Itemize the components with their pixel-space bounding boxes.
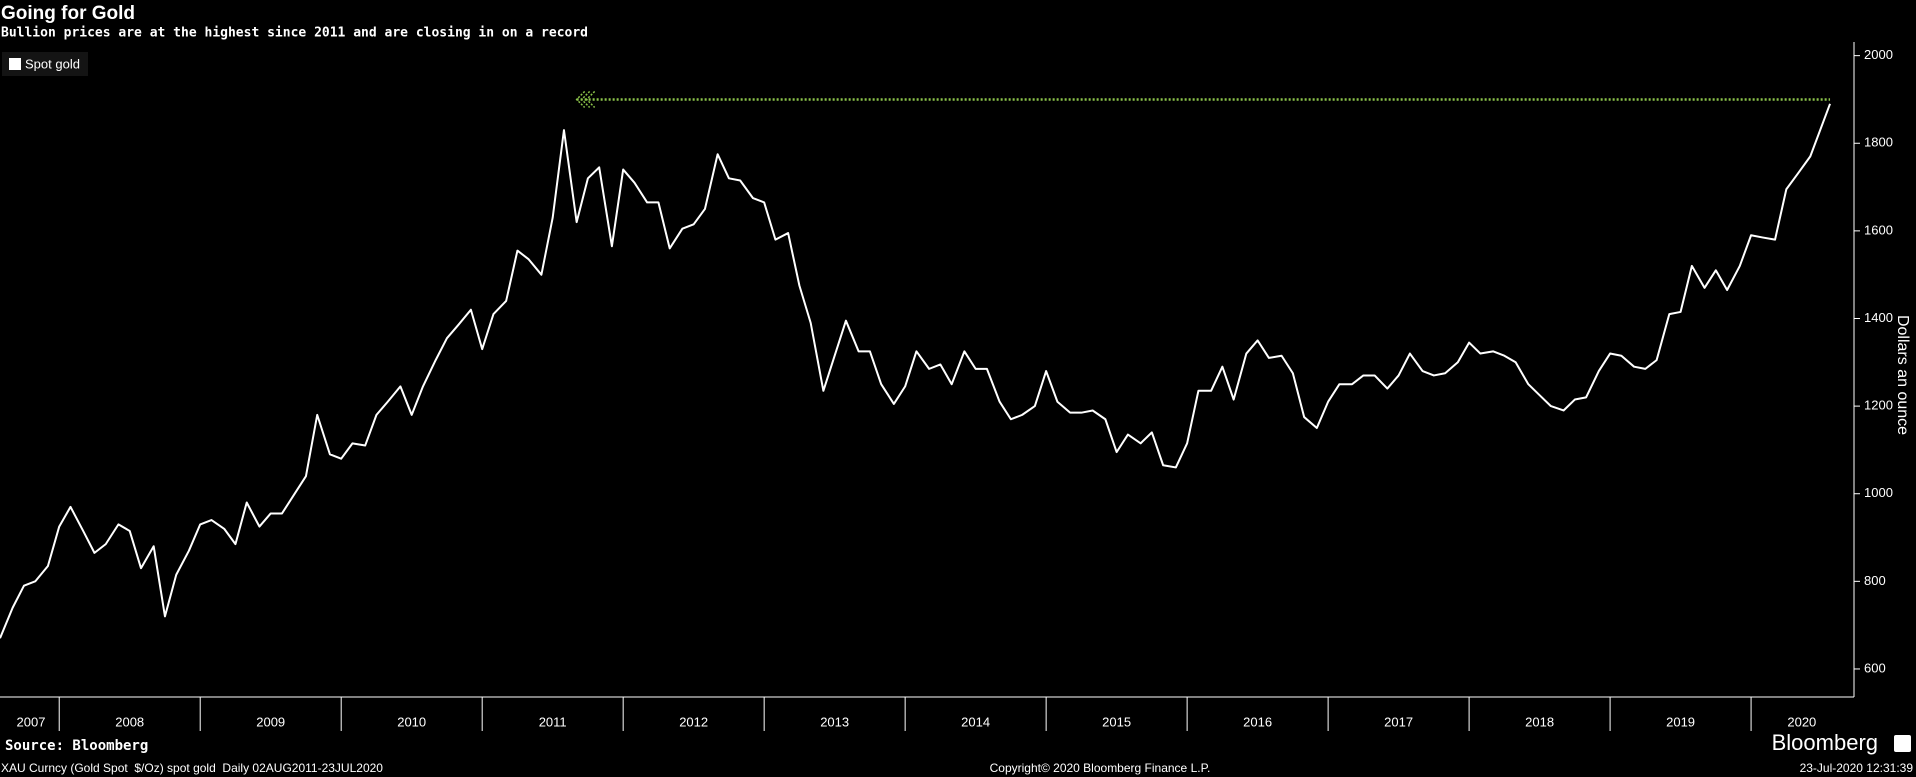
x-tick-label: 2013 xyxy=(820,714,849,729)
reference-arrow xyxy=(585,90,596,108)
x-tick-label: 2007 xyxy=(17,714,46,729)
legend-label: Spot gold xyxy=(25,56,80,71)
x-tick-label: 2010 xyxy=(397,714,426,729)
y-tick-label: 1000 xyxy=(1864,485,1893,500)
x-tick-label: 2019 xyxy=(1666,714,1695,729)
x-tick-label: 2016 xyxy=(1243,714,1272,729)
x-tick-label: 2015 xyxy=(1102,714,1131,729)
copyright: Copyright© 2020 Bloomberg Finance L.P. xyxy=(990,761,1211,775)
x-tick-label: 2012 xyxy=(679,714,708,729)
x-tick-label: 2018 xyxy=(1525,714,1554,729)
x-tick-label: 2009 xyxy=(256,714,285,729)
x-tick-label: 2011 xyxy=(539,714,567,729)
x-tick-label: 2020 xyxy=(1787,714,1816,729)
y-axis-label: Dollars an ounce xyxy=(1894,315,1911,435)
brand-icon xyxy=(1894,735,1911,752)
chart-title: Going for Gold xyxy=(1,3,135,24)
y-tick-label: 1200 xyxy=(1864,398,1893,413)
y-tick-label: 1800 xyxy=(1864,135,1893,150)
y-tick-label: 2000 xyxy=(1864,47,1893,62)
brand: Bloomberg xyxy=(1772,730,1878,755)
y-tick-label: 600 xyxy=(1864,660,1886,675)
reference-arrow xyxy=(580,90,591,108)
timestamp: 23-Jul-2020 12:31:39 xyxy=(1800,761,1914,775)
y-tick-label: 1600 xyxy=(1864,222,1893,237)
y-tick-label: 800 xyxy=(1864,573,1886,588)
chart-subtitle: Bullion prices are at the highest since … xyxy=(1,26,588,41)
x-tick-label: 2014 xyxy=(961,714,990,729)
x-tick-label: 2008 xyxy=(115,714,144,729)
legend-swatch xyxy=(9,58,21,70)
data-line xyxy=(0,103,1831,639)
x-tick-label: 2017 xyxy=(1384,714,1413,729)
source: Source: Bloomberg xyxy=(5,738,148,754)
footer-left: XAU Curncy (Gold Spot $/Oz) spot gold Da… xyxy=(1,761,383,775)
y-tick-label: 1400 xyxy=(1864,310,1893,325)
reference-arrow xyxy=(575,90,586,108)
